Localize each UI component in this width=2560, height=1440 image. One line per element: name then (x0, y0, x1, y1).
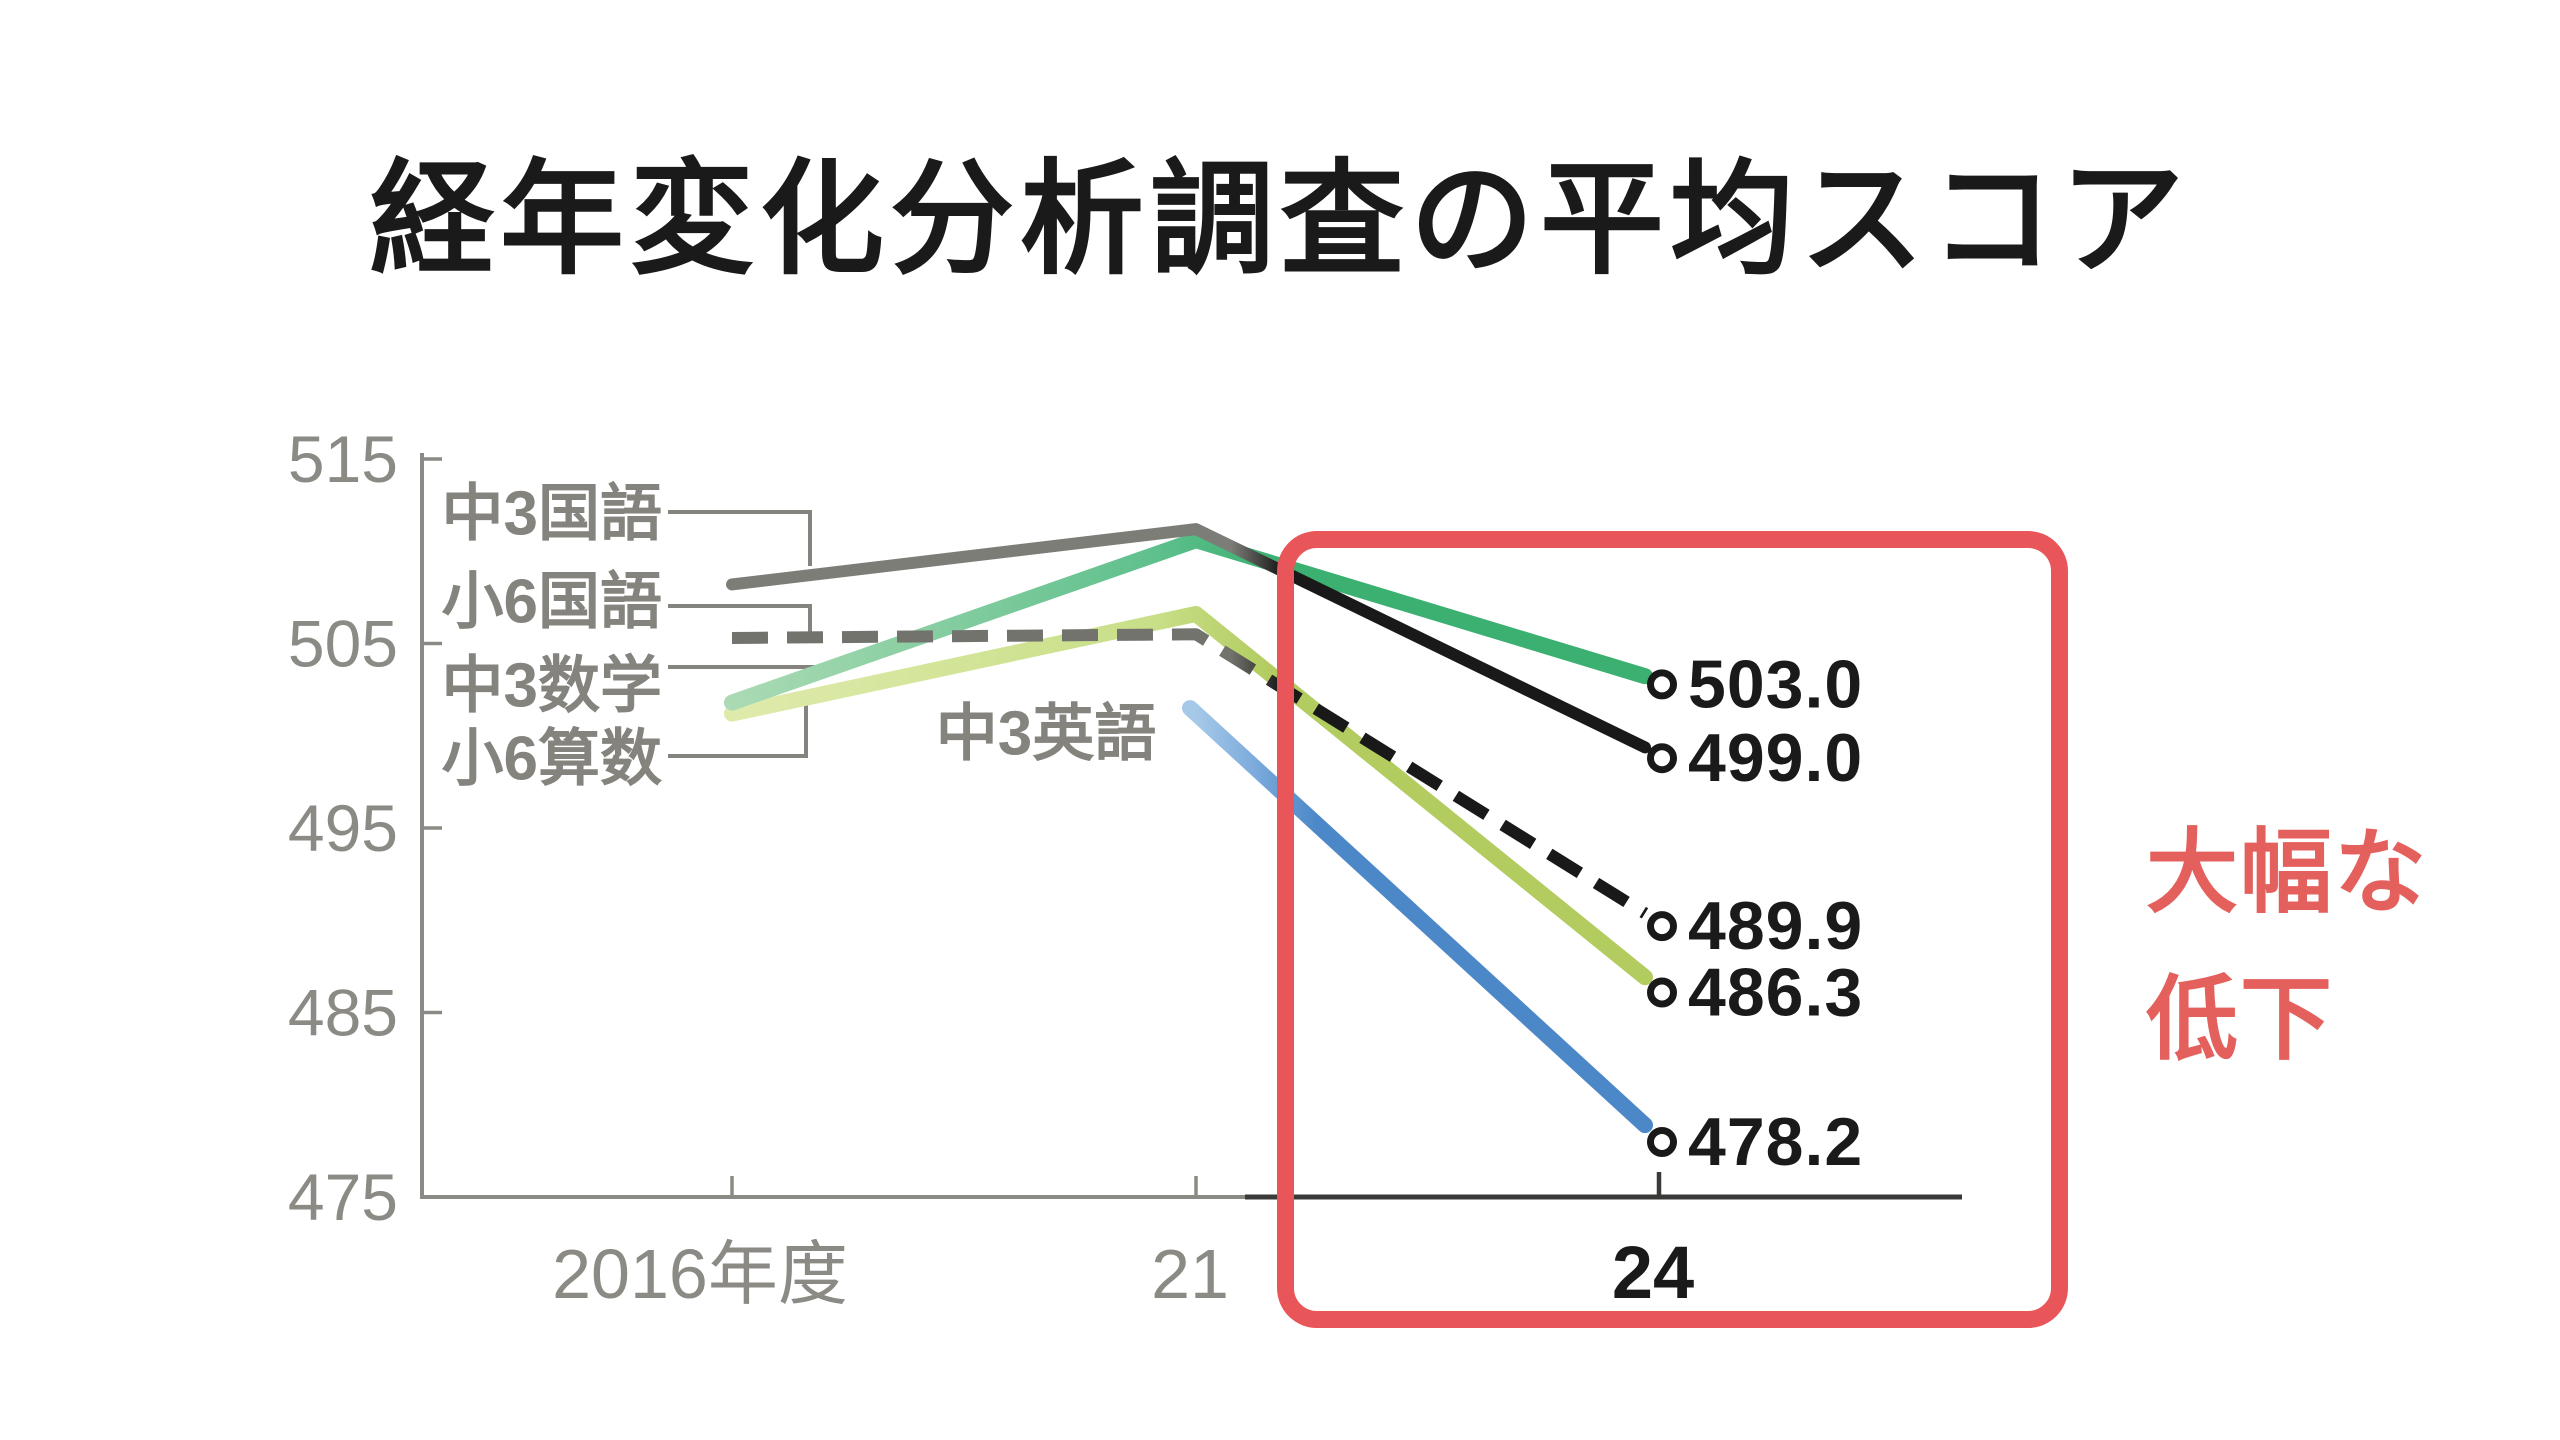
y-tick-label: 505 (288, 607, 398, 681)
series-label-es6-japanese: 小6国語 (442, 568, 662, 637)
series-leader-es6-japanese (668, 604, 812, 633)
value-label-es6-japanese: 489.9 (1688, 888, 1863, 964)
endpoint-marker-jhs3-english (1647, 1126, 1677, 1157)
series-line-jhs3-english (1182, 700, 1653, 1134)
y-tick-label: 485 (288, 976, 398, 1050)
series-label-jhs3-math: 中3数学 (442, 652, 662, 721)
decline-annotation-line1: 大幅な (2146, 822, 2429, 924)
chart-title: 経年変化分析調査の平均スコア (369, 151, 2190, 289)
value-label-jhs3-math: 503.0 (1688, 646, 1863, 722)
y-tick-label: 495 (288, 791, 398, 865)
value-label-jhs3-english: 478.2 (1688, 1104, 1863, 1180)
decline-annotation-line2: 低下 (2146, 969, 2335, 1072)
x-tick-label: 24 (1612, 1231, 1694, 1314)
series-line-jhs3-math (724, 532, 1653, 711)
series-line-jhs3-japanese (726, 523, 1651, 754)
y-tick-label: 515 (288, 422, 398, 496)
endpoint-marker-es6-japanese (1647, 911, 1677, 942)
y-tick-label: 475 (288, 1160, 398, 1234)
x-tick-label: 2016年度 (552, 1235, 848, 1313)
series-line-es6-japanese (731, 628, 1649, 919)
value-label-es6-math: 486.3 (1688, 955, 1863, 1031)
endpoint-marker-es6-math (1647, 977, 1677, 1008)
value-label-jhs3-japanese: 499.0 (1688, 720, 1863, 796)
x-tick-label: 21 (1151, 1235, 1229, 1313)
series-leader-jhs3-japanese (668, 510, 812, 566)
endpoint-marker-jhs3-japanese (1647, 743, 1677, 774)
series-label-es6-math: 小6算数 (442, 725, 662, 794)
series-line-es6-math (724, 605, 1653, 986)
decline-annotation: 大幅な 低下 (2146, 800, 2428, 1094)
endpoint-marker-jhs3-math (1647, 669, 1677, 700)
series-label-jhs3-english: 中3英語 (936, 700, 1156, 769)
series-label-jhs3-japanese: 中3国語 (442, 480, 662, 549)
series-leader-es6-math (668, 693, 808, 758)
highlight-box (1277, 531, 2068, 1328)
